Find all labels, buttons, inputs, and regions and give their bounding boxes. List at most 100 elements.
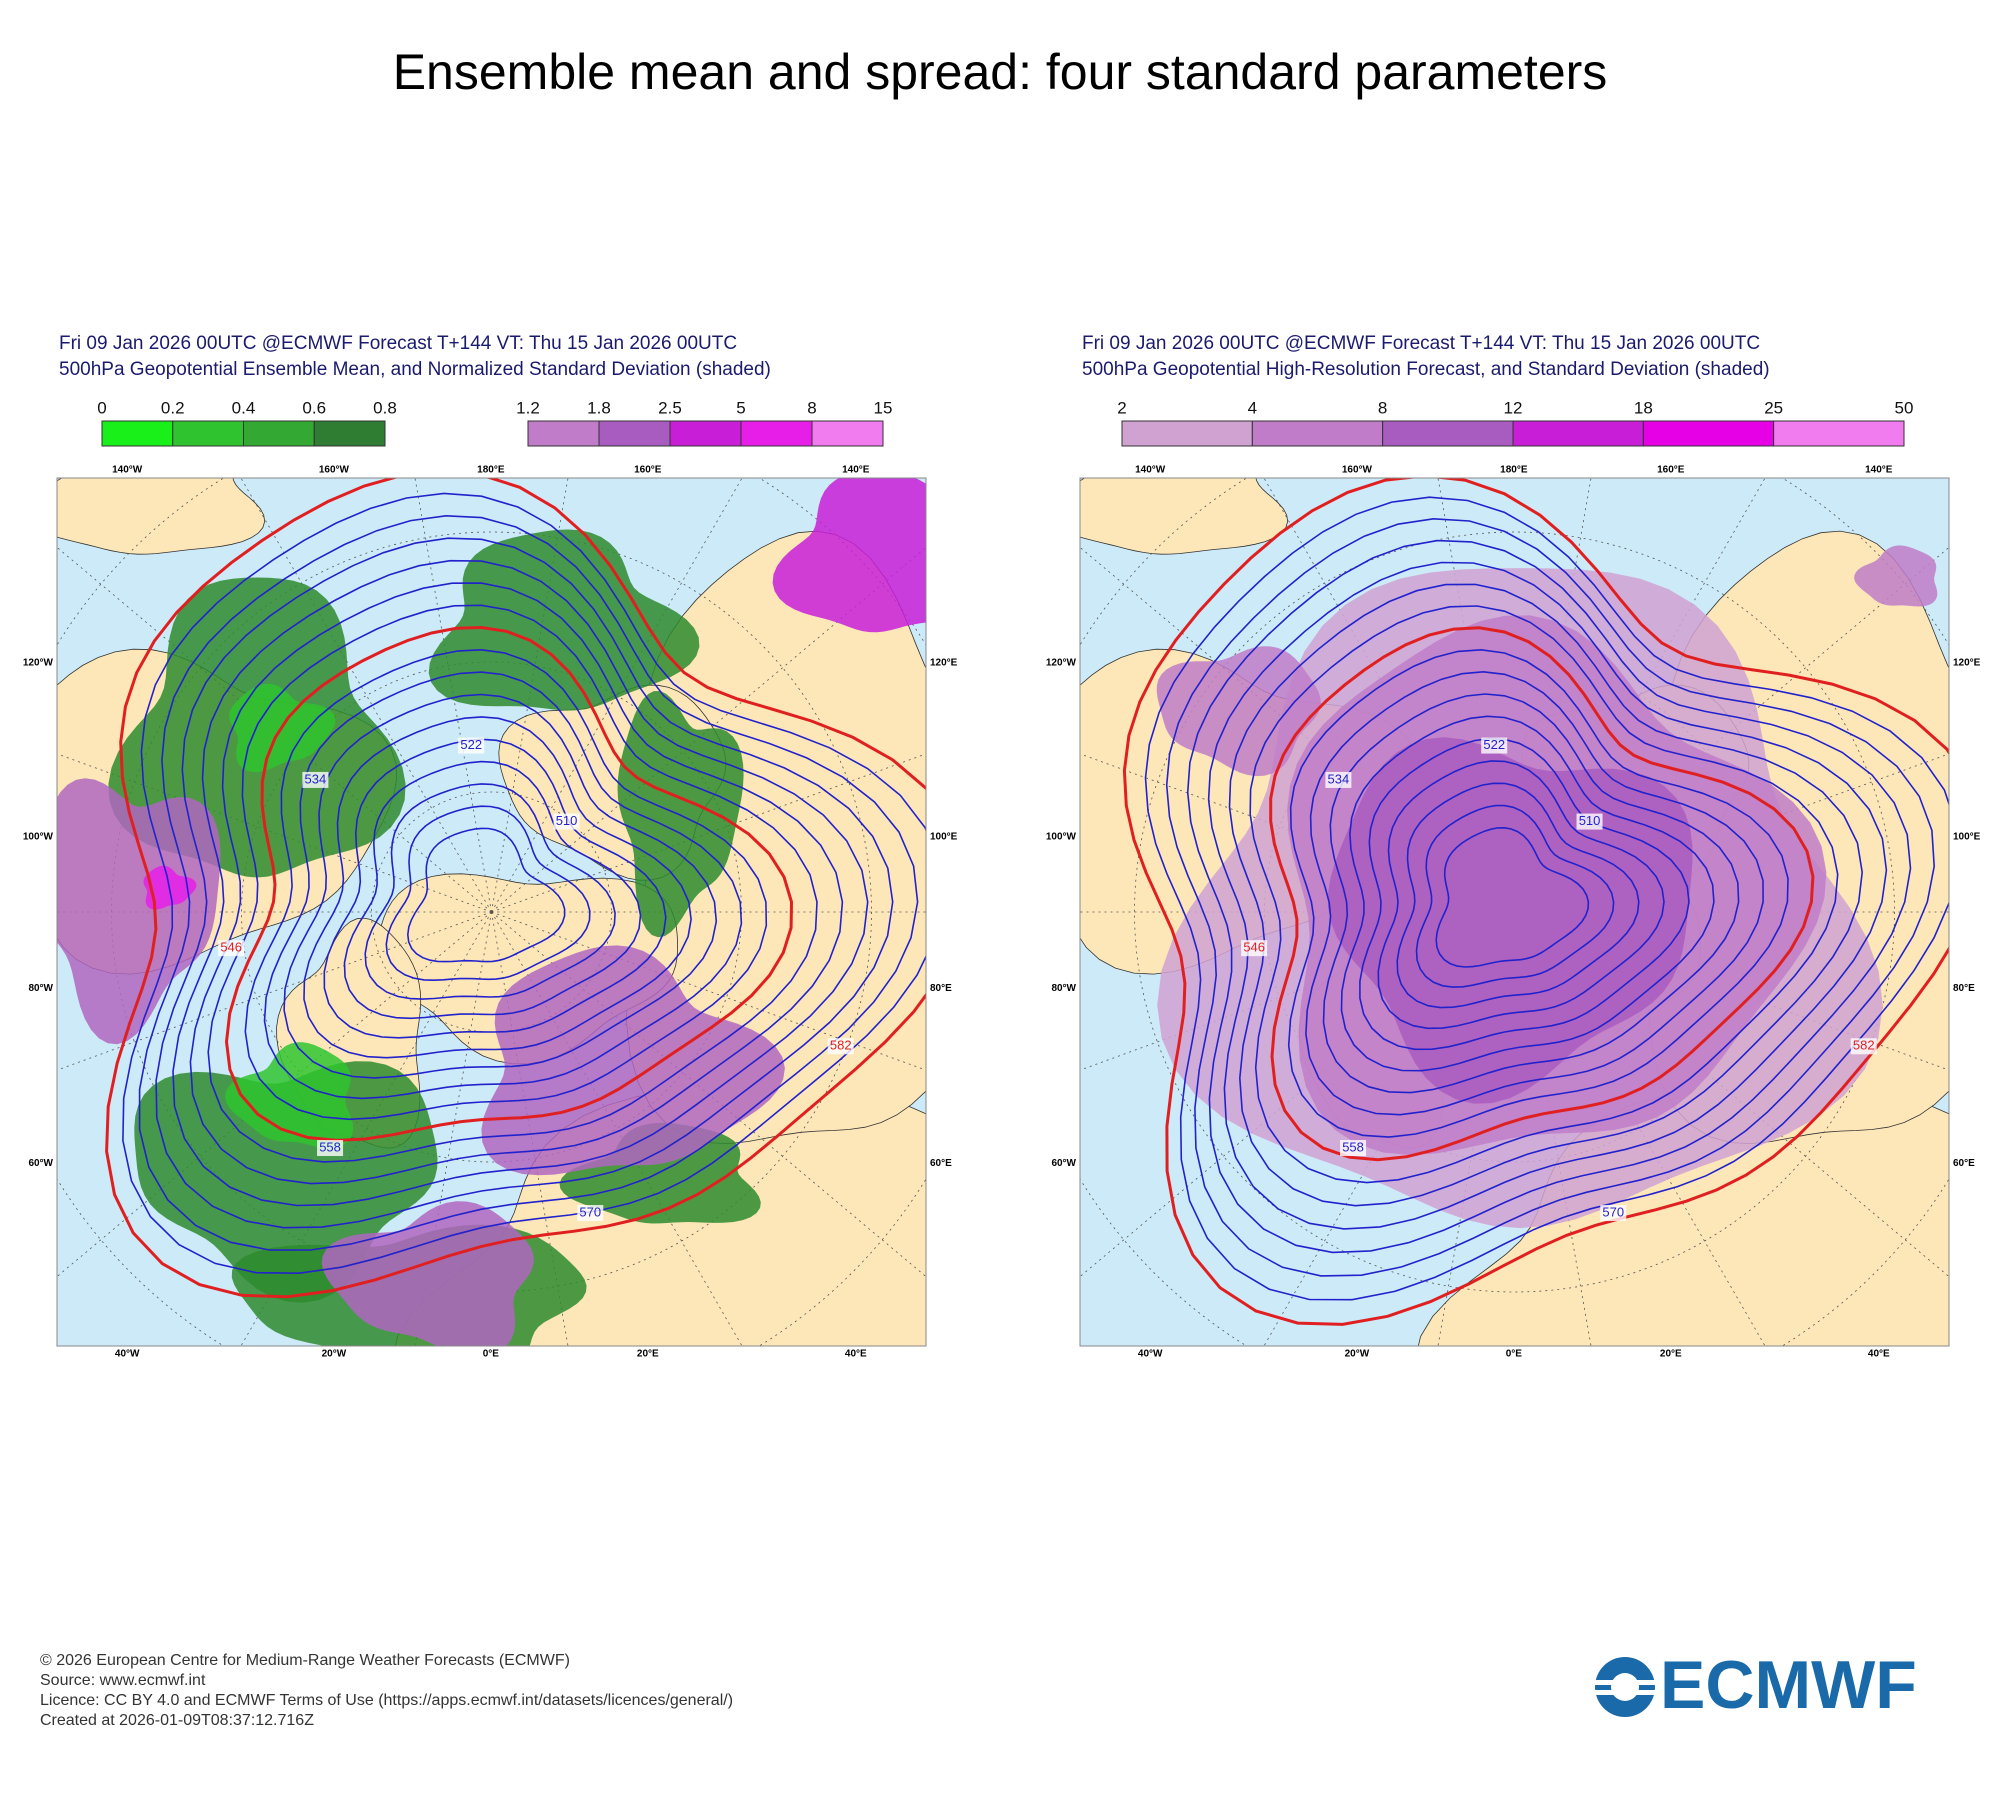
- colorbar-label: 2: [1117, 398, 1126, 417]
- lat-label: 100°E: [1953, 831, 1981, 842]
- panel-header: Fri 09 Jan 2026 00UTC @ECMWF Forecast T+…: [1082, 333, 1760, 354]
- contour-label: 582: [1853, 1038, 1875, 1053]
- colorbar-label: 1.8: [587, 398, 611, 417]
- lat-label: 80°W: [28, 983, 53, 994]
- lon-label: 140°W: [1135, 465, 1166, 476]
- contour: [105, 478, 926, 1299]
- logo-icon-inner: [1611, 1673, 1639, 1701]
- colorbar-segment: [101, 420, 174, 447]
- colorbar-label: 50: [1895, 398, 1914, 417]
- logo-text: ECMWF: [1660, 1647, 1917, 1723]
- spread-shading: [772, 478, 926, 633]
- contour: [364, 783, 616, 1000]
- contour: [406, 827, 566, 963]
- lon-label: 20°W: [1345, 1349, 1370, 1360]
- contour-label: 510: [556, 813, 578, 828]
- contour: [1249, 605, 1839, 1184]
- contour: [323, 738, 667, 1039]
- contour: [138, 514, 919, 1251]
- graticule: [57, 753, 492, 913]
- contour: [1228, 583, 1864, 1207]
- lon-label: 40°E: [1868, 1349, 1890, 1360]
- lon-label: 160°W: [1342, 465, 1373, 476]
- colorbar-label: 0.8: [373, 398, 397, 417]
- lon-label: 160°E: [1657, 465, 1685, 476]
- colorbar-segment: [172, 420, 244, 447]
- lat-label: 60°E: [930, 1158, 952, 1169]
- lat-label: 80°W: [1051, 983, 1076, 994]
- spread-shading: [617, 691, 744, 938]
- contour: [244, 648, 768, 1121]
- contour: [385, 805, 591, 982]
- contour-label-bg: [317, 1140, 344, 1157]
- contour-label: 546: [1243, 940, 1265, 955]
- land: [1417, 1085, 1949, 1346]
- graticule: [491, 546, 926, 913]
- contour-label-bg: [553, 813, 580, 830]
- lon-label: 140°W: [112, 465, 143, 476]
- colorbar-label: 0.4: [232, 398, 256, 417]
- colorbar-label: 2.5: [658, 398, 682, 417]
- lon-label: 20°E: [1660, 1349, 1682, 1360]
- contour-label-bg: [1850, 1038, 1877, 1055]
- lat-label: 100°E: [930, 831, 958, 842]
- lat-label: 60°W: [1051, 1158, 1076, 1169]
- lat-label: 120°W: [1046, 658, 1077, 669]
- spread-shading: [1156, 646, 1321, 777]
- contour: [1186, 539, 1912, 1254]
- contour: [224, 625, 794, 1142]
- contour: [1415, 804, 1615, 988]
- contour-label-bg: [1481, 737, 1508, 754]
- contour: [1435, 826, 1590, 968]
- lat-label: 100°W: [23, 831, 54, 842]
- map-frame: [1079, 477, 1950, 1347]
- contour-label-bg: [458, 737, 485, 754]
- lon-label: 180°E: [477, 465, 505, 476]
- colorbar-label: 8: [1378, 398, 1387, 417]
- contour: [155, 537, 894, 1229]
- page-title: Ensemble mean and spread: four standard …: [393, 44, 1608, 100]
- footer-line: Source: www.ecmwf.int: [40, 1672, 206, 1689]
- colorbar-segment: [669, 420, 742, 447]
- contour: [207, 604, 818, 1163]
- graticule: [491, 478, 569, 913]
- lon-label: 160°E: [634, 465, 662, 476]
- contour: [122, 492, 926, 1275]
- spread-shading: [57, 778, 221, 1045]
- colorbar-label: 4: [1248, 398, 1257, 417]
- contour-label-bg: [1576, 813, 1603, 830]
- map-frame: [56, 477, 927, 1347]
- contour-label: 558: [319, 1139, 341, 1154]
- lat-label: 80°E: [1953, 983, 1975, 994]
- colorbar-segment: [1773, 420, 1905, 447]
- contour: [1287, 648, 1789, 1138]
- colorbar-segment: [243, 420, 315, 447]
- lat-label: 60°W: [28, 1158, 53, 1169]
- lon-label: 40°W: [1138, 1349, 1163, 1360]
- contour: [283, 693, 718, 1079]
- contour: [1165, 517, 1936, 1277]
- contour: [1396, 782, 1640, 1009]
- colorbar-label: 8: [807, 398, 816, 417]
- map: 582 570 558 546 534 522 510: [1080, 478, 1949, 1346]
- contour: [189, 582, 844, 1185]
- graticule: [414, 911, 492, 1346]
- panel-header: Fri 09 Jan 2026 00UTC @ECMWF Forecast T+…: [59, 333, 737, 354]
- spread-shading: [559, 1122, 761, 1224]
- lon-label: 140°E: [842, 465, 870, 476]
- graticule: [491, 753, 926, 913]
- contour: [1207, 561, 1888, 1230]
- lon-label: 0°E: [483, 1349, 500, 1360]
- panel: Fri 09 Jan 2026 00UTC @ECMWF Forecast T+…: [1046, 333, 1981, 1360]
- lat-label: 80°E: [930, 983, 952, 994]
- lat-label: 60°E: [1953, 1158, 1975, 1169]
- contour-label: 534: [305, 771, 327, 786]
- contour-label-bg: [302, 771, 329, 788]
- contour: [1122, 478, 1949, 1326]
- lon-label: 40°W: [115, 1349, 140, 1360]
- contour: [1305, 670, 1764, 1116]
- land: [1080, 478, 1289, 555]
- contour: [1359, 737, 1690, 1051]
- colorbar-label: 18: [1634, 398, 1653, 417]
- colorbar-segment: [1251, 420, 1384, 447]
